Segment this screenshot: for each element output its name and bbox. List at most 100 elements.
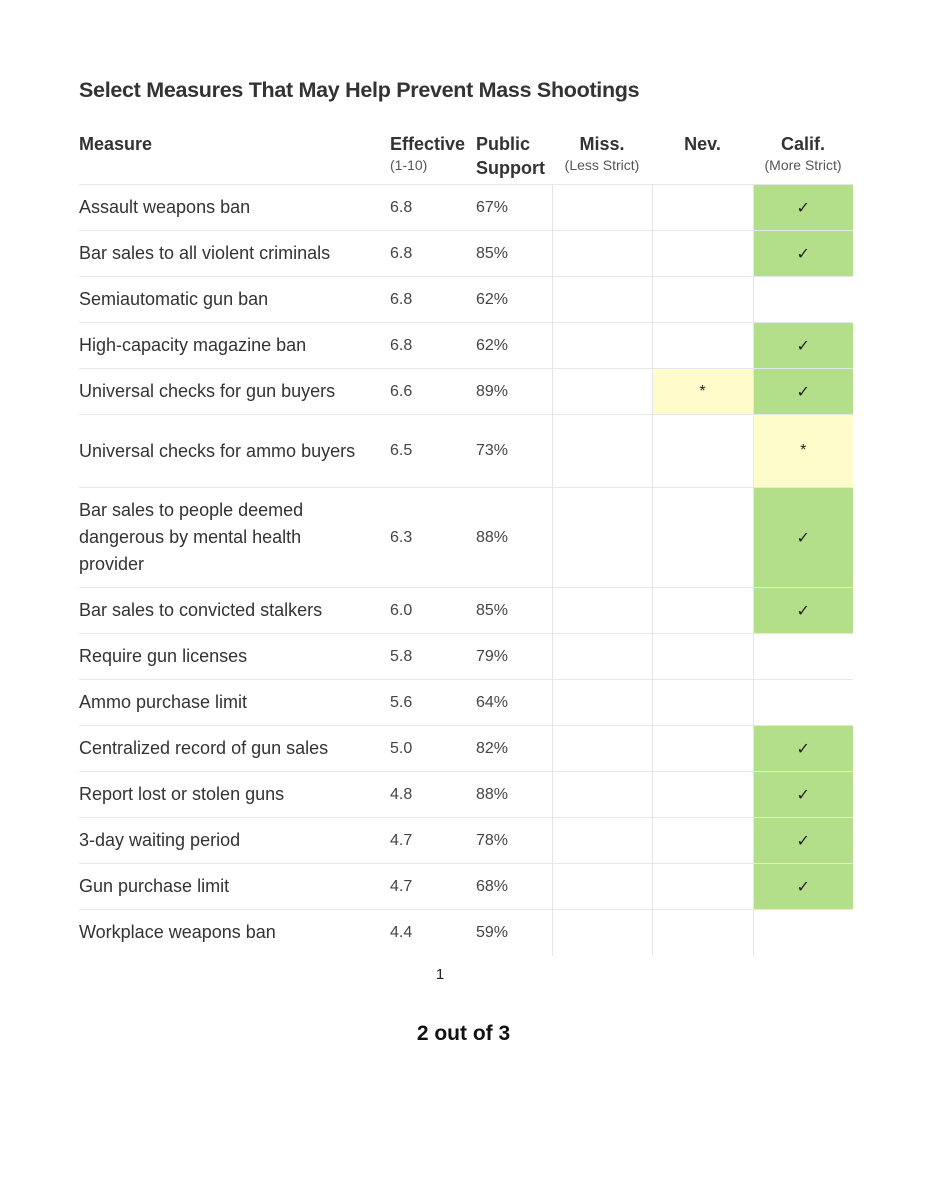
header-measure: Measure: [79, 132, 390, 185]
effective-cell: 4.7: [390, 863, 476, 910]
effective-cell: 6.3: [390, 487, 476, 588]
nev-cell: [651, 230, 753, 277]
effective-cell: 6.8: [390, 322, 476, 369]
effective-cell: 5.8: [390, 633, 476, 680]
effective-cell: 5.0: [390, 725, 476, 772]
effective-cell: 6.8: [390, 230, 476, 277]
calif-cell: ✓: [752, 817, 853, 864]
calif-cell: ✓: [752, 322, 853, 369]
calif-cell: ✓: [752, 587, 853, 634]
support-cell: 88%: [476, 771, 552, 818]
support-cell: 85%: [476, 230, 552, 277]
header-nev: Nev.: [652, 132, 753, 185]
table-row: Semiautomatic gun ban 6.8 62%: [79, 276, 853, 323]
support-cell: 89%: [476, 368, 552, 415]
measure-cell: 3-day waiting period: [79, 817, 390, 864]
measure-cell: Report lost or stolen guns: [79, 771, 390, 818]
nev-cell: [651, 909, 753, 956]
miss-cell: [551, 633, 652, 680]
measure-cell: Bar sales to convicted stalkers: [79, 587, 390, 634]
nev-cell: [651, 771, 753, 818]
effective-cell: 6.5: [390, 414, 476, 488]
effective-cell: 6.8: [390, 276, 476, 323]
nev-cell: [651, 276, 753, 323]
calif-cell: *: [752, 414, 853, 488]
table-row: Require gun licenses 5.8 79%: [79, 633, 853, 680]
pager-indicator: 2 out of 3: [416, 1022, 511, 1045]
measure-cell: Workplace weapons ban: [79, 922, 276, 943]
support-cell: 73%: [476, 414, 552, 488]
table-row: Assault weapons ban 6.8 67% ✓: [79, 184, 853, 231]
effective-cell: 4.4: [390, 923, 413, 941]
header-effective-sub: (1-10): [390, 157, 428, 173]
table-row: Bar sales to convicted stalkers 6.0 85% ✓: [79, 587, 853, 634]
miss-cell: [551, 184, 652, 231]
measure-cell: High-capacity magazine ban: [79, 322, 390, 369]
page-number: 1: [435, 966, 445, 983]
nev-cell: [651, 414, 753, 488]
support-cell: 67%: [476, 184, 552, 231]
nev-cell: *: [651, 368, 753, 415]
calif-cell: [752, 633, 853, 680]
measure-cell: Bar sales to all violent criminals: [79, 230, 390, 277]
support-cell: 85%: [476, 587, 552, 634]
miss-cell: [551, 230, 652, 277]
header-effective: Effective (1-10): [390, 132, 476, 185]
table-row: Universal checks for gun buyers 6.6 89% * ✓: [79, 368, 853, 415]
support-cell: 82%: [476, 725, 552, 772]
table-row: Bar sales to all violent criminals 6.8 85%…: [79, 230, 853, 277]
miss-cell: [551, 817, 652, 864]
effective-cell: 6.0: [390, 587, 476, 634]
measure-cell: Ammo purchase limit: [79, 679, 390, 726]
nev-cell: [651, 863, 753, 910]
effective-cell: 5.6: [390, 679, 476, 726]
table-row: High-capacity magazine ban 6.8 62% ✓: [79, 322, 853, 369]
nev-cell: [651, 487, 753, 588]
support-cell: 62%: [476, 322, 552, 369]
header-row: Measure Effective (1-10) Public Support …: [79, 132, 853, 185]
calif-cell: ✓: [752, 184, 853, 231]
miss-cell: [551, 487, 652, 588]
nev-cell: [651, 322, 753, 369]
support-cell: 79%: [476, 633, 552, 680]
measure-cell: Semiautomatic gun ban: [79, 276, 390, 323]
measure-cell: Bar sales to people deemed dangerous by …: [79, 487, 390, 588]
miss-cell: [551, 863, 652, 910]
effective-cell: 6.6: [390, 368, 476, 415]
support-cell: 68%: [476, 863, 552, 910]
calif-cell: ✓: [752, 771, 853, 818]
nev-cell: [651, 725, 753, 772]
measure-cell: Universal checks for ammo buyers: [79, 414, 390, 488]
miss-cell: [551, 414, 652, 488]
support-cell: 88%: [476, 487, 552, 588]
miss-cell: [551, 725, 652, 772]
measure-cell: Centralized record of gun sales: [79, 725, 390, 772]
nev-cell: [651, 587, 753, 634]
calif-cell: ✓: [752, 230, 853, 277]
support-cell: 59%: [476, 923, 509, 941]
header-calif: Calif. (More Strict): [753, 132, 853, 185]
page-title: Select Measures That May Help Prevent Ma…: [79, 78, 640, 102]
calif-cell: [752, 276, 853, 323]
table-row: 3-day waiting period 4.7 78% ✓: [79, 817, 853, 864]
table-body: Assault weapons ban 6.8 67% ✓ Bar sales to a…: [79, 184, 853, 956]
effective-cell: 4.8: [390, 771, 476, 818]
measures-table: Measure Effective (1-10) Public Support …: [79, 132, 853, 956]
header-public-support: Public Support: [476, 132, 552, 185]
miss-cell: [551, 771, 652, 818]
measure-cell: Require gun licenses: [79, 633, 390, 680]
nev-cell: [651, 184, 753, 231]
miss-cell: [551, 587, 652, 634]
calif-cell: ✓: [752, 368, 853, 415]
measure-cell: Gun purchase limit: [79, 863, 390, 910]
calif-cell: ✓: [752, 863, 853, 910]
support-cell: 64%: [476, 679, 552, 726]
measure-cell: Universal checks for gun buyers: [79, 368, 390, 415]
calif-cell: ✓: [752, 487, 853, 588]
calif-cell: [752, 909, 853, 956]
effective-cell: 6.8: [390, 184, 476, 231]
table-row: Workplace weapons ban 4.4 59%: [79, 909, 853, 956]
table-row: Bar sales to people deemed dangerous by …: [79, 487, 853, 588]
effective-cell: 4.7: [390, 817, 476, 864]
nev-cell: [651, 817, 753, 864]
